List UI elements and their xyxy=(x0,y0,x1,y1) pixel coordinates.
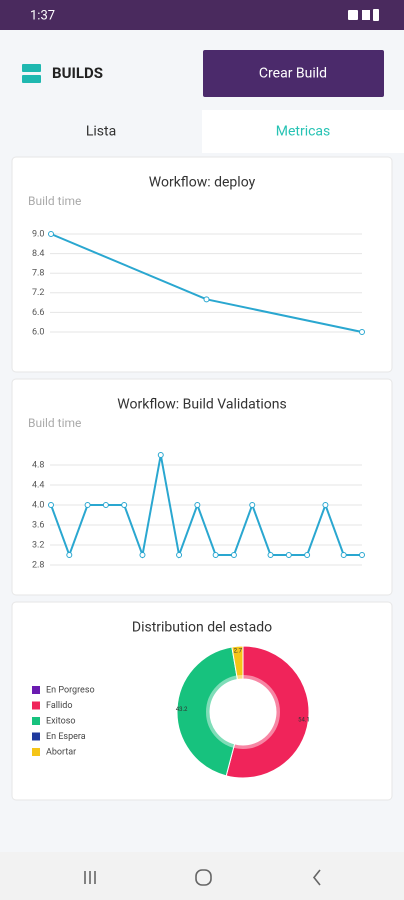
point xyxy=(157,452,164,458)
point xyxy=(176,552,183,558)
point xyxy=(359,329,365,335)
point xyxy=(48,231,54,237)
nav-icons xyxy=(84,869,321,886)
y-tick-label: 2.8 xyxy=(32,560,45,570)
point xyxy=(66,552,73,558)
point xyxy=(139,552,146,558)
legend-swatch xyxy=(32,701,40,710)
create-build-button[interactable] xyxy=(203,50,384,97)
legend-label: Fallido xyxy=(46,701,73,711)
point xyxy=(212,552,219,558)
status-bar xyxy=(0,0,404,30)
slice-label: 54.1 xyxy=(298,716,310,723)
tab-selected-bg xyxy=(202,110,404,153)
point xyxy=(267,552,274,558)
legend-swatch xyxy=(32,748,40,756)
y-axis-label: Build time xyxy=(28,416,81,430)
y-tick-label: 7.2 xyxy=(32,288,45,298)
point xyxy=(194,502,201,508)
app-title: BUILDS xyxy=(52,64,103,82)
point xyxy=(322,502,329,508)
chart-title: Distribution del estado xyxy=(132,620,272,636)
point xyxy=(48,502,54,508)
point xyxy=(304,552,311,558)
y-tick-label: 6.0 xyxy=(32,327,45,337)
point xyxy=(84,502,91,508)
legend-label: Exitoso xyxy=(46,716,76,726)
y-tick-label: 8.4 xyxy=(32,249,45,259)
legend-swatch xyxy=(32,732,40,741)
point xyxy=(230,552,237,558)
create-build-label[interactable]: Crear Build xyxy=(259,66,327,82)
status-time: 1:37 xyxy=(30,8,55,23)
point xyxy=(340,552,347,558)
y-tick-label: 6.6 xyxy=(32,308,45,318)
y-tick-label: 3.2 xyxy=(32,540,45,550)
nav-bar xyxy=(0,852,404,900)
builds-icon xyxy=(22,64,41,83)
slice xyxy=(176,646,239,777)
y-tick-label: 7.8 xyxy=(32,269,45,279)
point xyxy=(121,502,128,508)
slice-label: 43.2 xyxy=(176,706,188,713)
chart-title: Workflow: Build Validations xyxy=(117,397,286,413)
slice xyxy=(231,645,244,681)
y-tick-label: 4.4 xyxy=(32,480,45,490)
point xyxy=(102,502,109,508)
slice xyxy=(225,645,310,779)
y-tick-label: 4.8 xyxy=(32,460,45,470)
slice-label: 2.7 xyxy=(234,647,243,654)
tab-lista[interactable]: Lista xyxy=(86,124,116,140)
point xyxy=(249,502,256,508)
legend-swatch xyxy=(32,686,40,694)
legend-label: Abortar xyxy=(46,747,76,757)
status-icons xyxy=(348,9,379,21)
donut-hole-ring xyxy=(206,675,280,749)
card xyxy=(11,378,393,596)
point xyxy=(285,552,292,558)
tab-metricas[interactable]: Metricas xyxy=(276,124,331,140)
legend-swatch xyxy=(32,717,40,725)
point xyxy=(359,552,365,558)
line xyxy=(50,454,362,559)
y-tick-label: 3.6 xyxy=(32,520,45,530)
legend-label: En Porgreso xyxy=(46,685,95,695)
legend-label: En Espera xyxy=(46,732,86,742)
point xyxy=(203,296,210,303)
y-tick-label: 9.0 xyxy=(32,229,45,239)
y-axis-label: Build time xyxy=(28,194,81,208)
chart-title: Workflow: deploy xyxy=(149,175,256,191)
y-tick-label: 4.0 xyxy=(32,500,45,510)
